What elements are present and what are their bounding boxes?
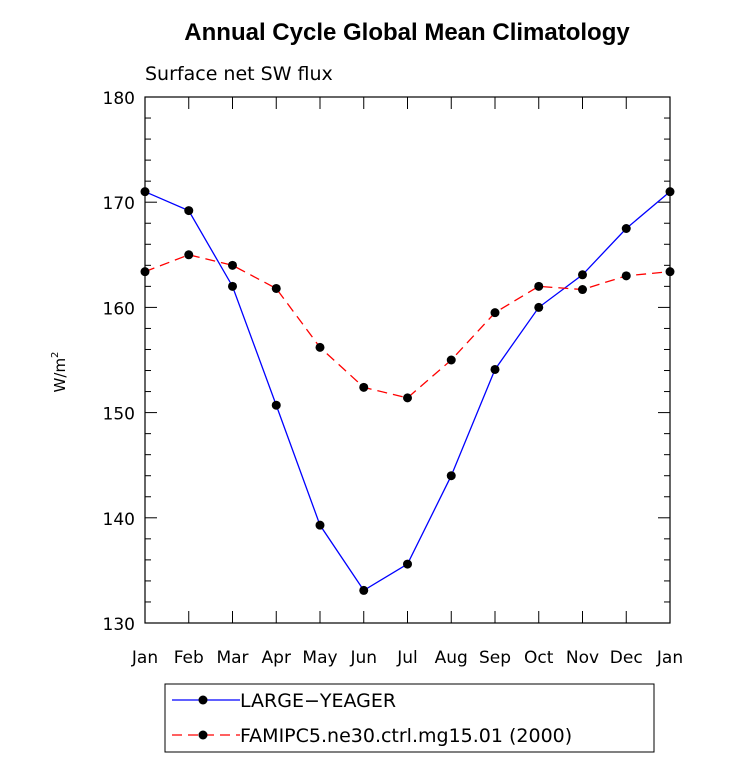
data-point-famipc5 xyxy=(140,267,150,277)
x-tick-label: Jun xyxy=(349,648,377,668)
series-line-large-yeager xyxy=(144,191,671,592)
legend-label-famipc5: FAMIPC5.ne30.ctrl.mg15.01 (2000) xyxy=(240,725,572,747)
x-tick-label: Feb xyxy=(174,648,204,668)
data-point-large-yeager xyxy=(490,364,500,374)
x-tick-label: May xyxy=(302,648,337,668)
y-axis-label: W/m2 xyxy=(50,352,69,393)
chart-subtitle: Surface net SW flux xyxy=(145,63,333,85)
plot-area: 130 140 150 160 170 180 Jan Feb Mar Apr May Jun Jul… xyxy=(103,89,684,668)
y-tick-label: 150 xyxy=(103,405,135,425)
y-axis-label-superscript: 2 xyxy=(50,352,61,358)
x-tick-label: Jan xyxy=(131,648,158,668)
data-point-famipc5 xyxy=(534,281,544,291)
data-point-large-yeager xyxy=(271,400,281,410)
x-tick-label: Aug xyxy=(435,648,468,668)
y-tick-label: 130 xyxy=(103,615,135,635)
data-point-large-yeager xyxy=(184,206,194,216)
x-tick-label: Jul xyxy=(396,648,418,668)
data-point-famipc5 xyxy=(228,260,237,270)
data-point-famipc5 xyxy=(665,267,675,277)
data-point-large-yeager xyxy=(359,585,369,595)
data-point-large-yeager xyxy=(140,187,150,197)
legend-label-large-yeager: LARGE−YEAGER xyxy=(240,690,396,712)
legend-box xyxy=(164,683,655,753)
legend-marker-large-yeager xyxy=(198,695,208,705)
y-tick-label: 160 xyxy=(103,299,135,319)
y-axis: 130 140 150 160 170 180 xyxy=(103,89,670,635)
data-point-famipc5 xyxy=(271,283,281,293)
x-tick-label: Jan xyxy=(656,648,683,668)
data-point-famipc5 xyxy=(184,250,194,260)
x-tick-label: Dec xyxy=(610,648,643,668)
data-point-famipc5 xyxy=(403,393,412,403)
series-line-famipc5 xyxy=(144,254,671,399)
x-tick-label: Oct xyxy=(524,648,554,668)
chart-title: Annual Cycle Global Mean Climatology xyxy=(184,19,630,46)
data-point-large-yeager xyxy=(446,471,456,481)
data-point-famipc5 xyxy=(315,342,325,352)
y-tick-label: 140 xyxy=(103,510,135,530)
data-point-large-yeager xyxy=(228,281,237,291)
legend: LARGE−YEAGER FAMIPC5.ne30.ctrl.mg15.01 (2… xyxy=(164,683,655,753)
x-tick-label: Apr xyxy=(262,648,291,668)
data-point-famipc5 xyxy=(359,382,369,392)
data-point-famipc5 xyxy=(621,271,631,281)
data-point-large-yeager xyxy=(534,302,544,312)
legend-marker-famipc5 xyxy=(198,730,208,740)
series-layer xyxy=(140,187,675,595)
x-tick-label: Sep xyxy=(479,648,511,668)
y-axis-label-text: W/m xyxy=(51,358,69,393)
data-point-large-yeager xyxy=(578,270,587,280)
x-axis: Jan Feb Mar Apr May Jun Jul Aug Sep Oct Nov Dec Jan xyxy=(131,97,683,668)
legend-items: LARGE−YEAGER FAMIPC5.ne30.ctrl.mg15.01 (2… xyxy=(172,690,572,747)
data-point-large-yeager xyxy=(665,187,675,197)
data-point-large-yeager xyxy=(315,520,325,530)
x-tick-label: Nov xyxy=(566,648,599,668)
y-tick-label: 180 xyxy=(103,89,135,109)
data-point-famipc5 xyxy=(490,308,500,318)
data-point-famipc5 xyxy=(446,355,456,365)
data-point-large-yeager xyxy=(403,559,412,569)
data-point-large-yeager xyxy=(621,224,631,233)
x-tick-label: Mar xyxy=(216,648,248,668)
plot-frame xyxy=(144,96,671,624)
data-point-famipc5 xyxy=(578,285,587,295)
y-tick-label: 170 xyxy=(103,194,135,214)
